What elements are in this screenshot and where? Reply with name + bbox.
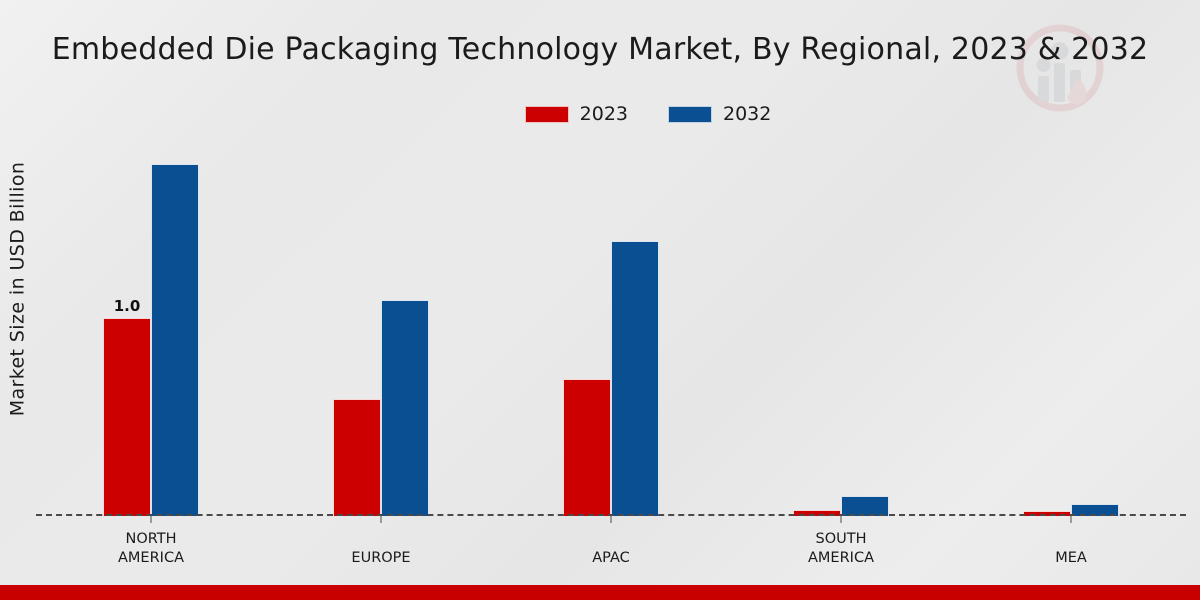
bar-2032-3[interactable] [841, 496, 889, 516]
bar-group: MEA [956, 140, 1186, 566]
x-axis-category-label: MEA [1055, 550, 1087, 566]
plot-area: 1.0 NORTH AMERICA EUROPE APAC SOUTH AMERICA M… [36, 140, 1186, 566]
x-axis-category-label: NORTH AMERICA [118, 531, 184, 566]
bar-group: 1.0 NORTH AMERICA [36, 140, 266, 566]
bar-value-label: 1.0 [113, 297, 141, 316]
legend-swatch-2023 [524, 105, 569, 123]
legend-item-2023[interactable]: 2023 [524, 103, 628, 125]
bar-2032-2[interactable] [611, 240, 659, 516]
x-axis-category-label: APAC [592, 550, 630, 566]
bar-group: SOUTH AMERICA [726, 140, 956, 566]
x-axis-baseline [36, 514, 1186, 516]
legend-item-2032[interactable]: 2032 [668, 103, 771, 125]
bar-2023-0[interactable]: 1.0 [103, 297, 151, 516]
bar-2032-1[interactable] [381, 300, 429, 516]
bar-2023-1[interactable] [333, 399, 381, 516]
y-axis-title-text: Market Size in USD Billion [6, 161, 29, 417]
x-axis-tick [1070, 516, 1072, 523]
chart-title: Embedded Die Packaging Technology Market… [51, 32, 1149, 67]
bar-2023-3[interactable] [793, 510, 841, 516]
x-axis-tick [840, 516, 842, 523]
chart-legend: 2023 2032 [0, 103, 1200, 125]
y-axis-title: Market Size in USD Billion [0, 0, 34, 600]
legend-label-2023: 2023 [579, 103, 628, 125]
legend-swatch-2032 [668, 105, 712, 123]
footer-accent-bar [0, 585, 1200, 600]
x-axis-category-label: EUROPE [351, 550, 411, 566]
x-axis-tick [150, 516, 152, 523]
bar-2032-4[interactable] [1071, 504, 1119, 516]
bar-2032-0[interactable] [151, 163, 199, 516]
legend-label-2032: 2032 [723, 103, 772, 125]
bar-group: APAC [496, 140, 726, 566]
bar-groups: 1.0 NORTH AMERICA EUROPE APAC SOUTH AMERICA M… [36, 140, 1186, 566]
bar-2023-2[interactable] [563, 379, 611, 516]
bar-group: EUROPE [266, 140, 496, 566]
x-axis-category-label: SOUTH AMERICA [808, 531, 874, 566]
bar-2023-4[interactable] [1023, 511, 1071, 516]
x-axis-tick [610, 516, 612, 523]
x-axis-tick [380, 516, 382, 523]
